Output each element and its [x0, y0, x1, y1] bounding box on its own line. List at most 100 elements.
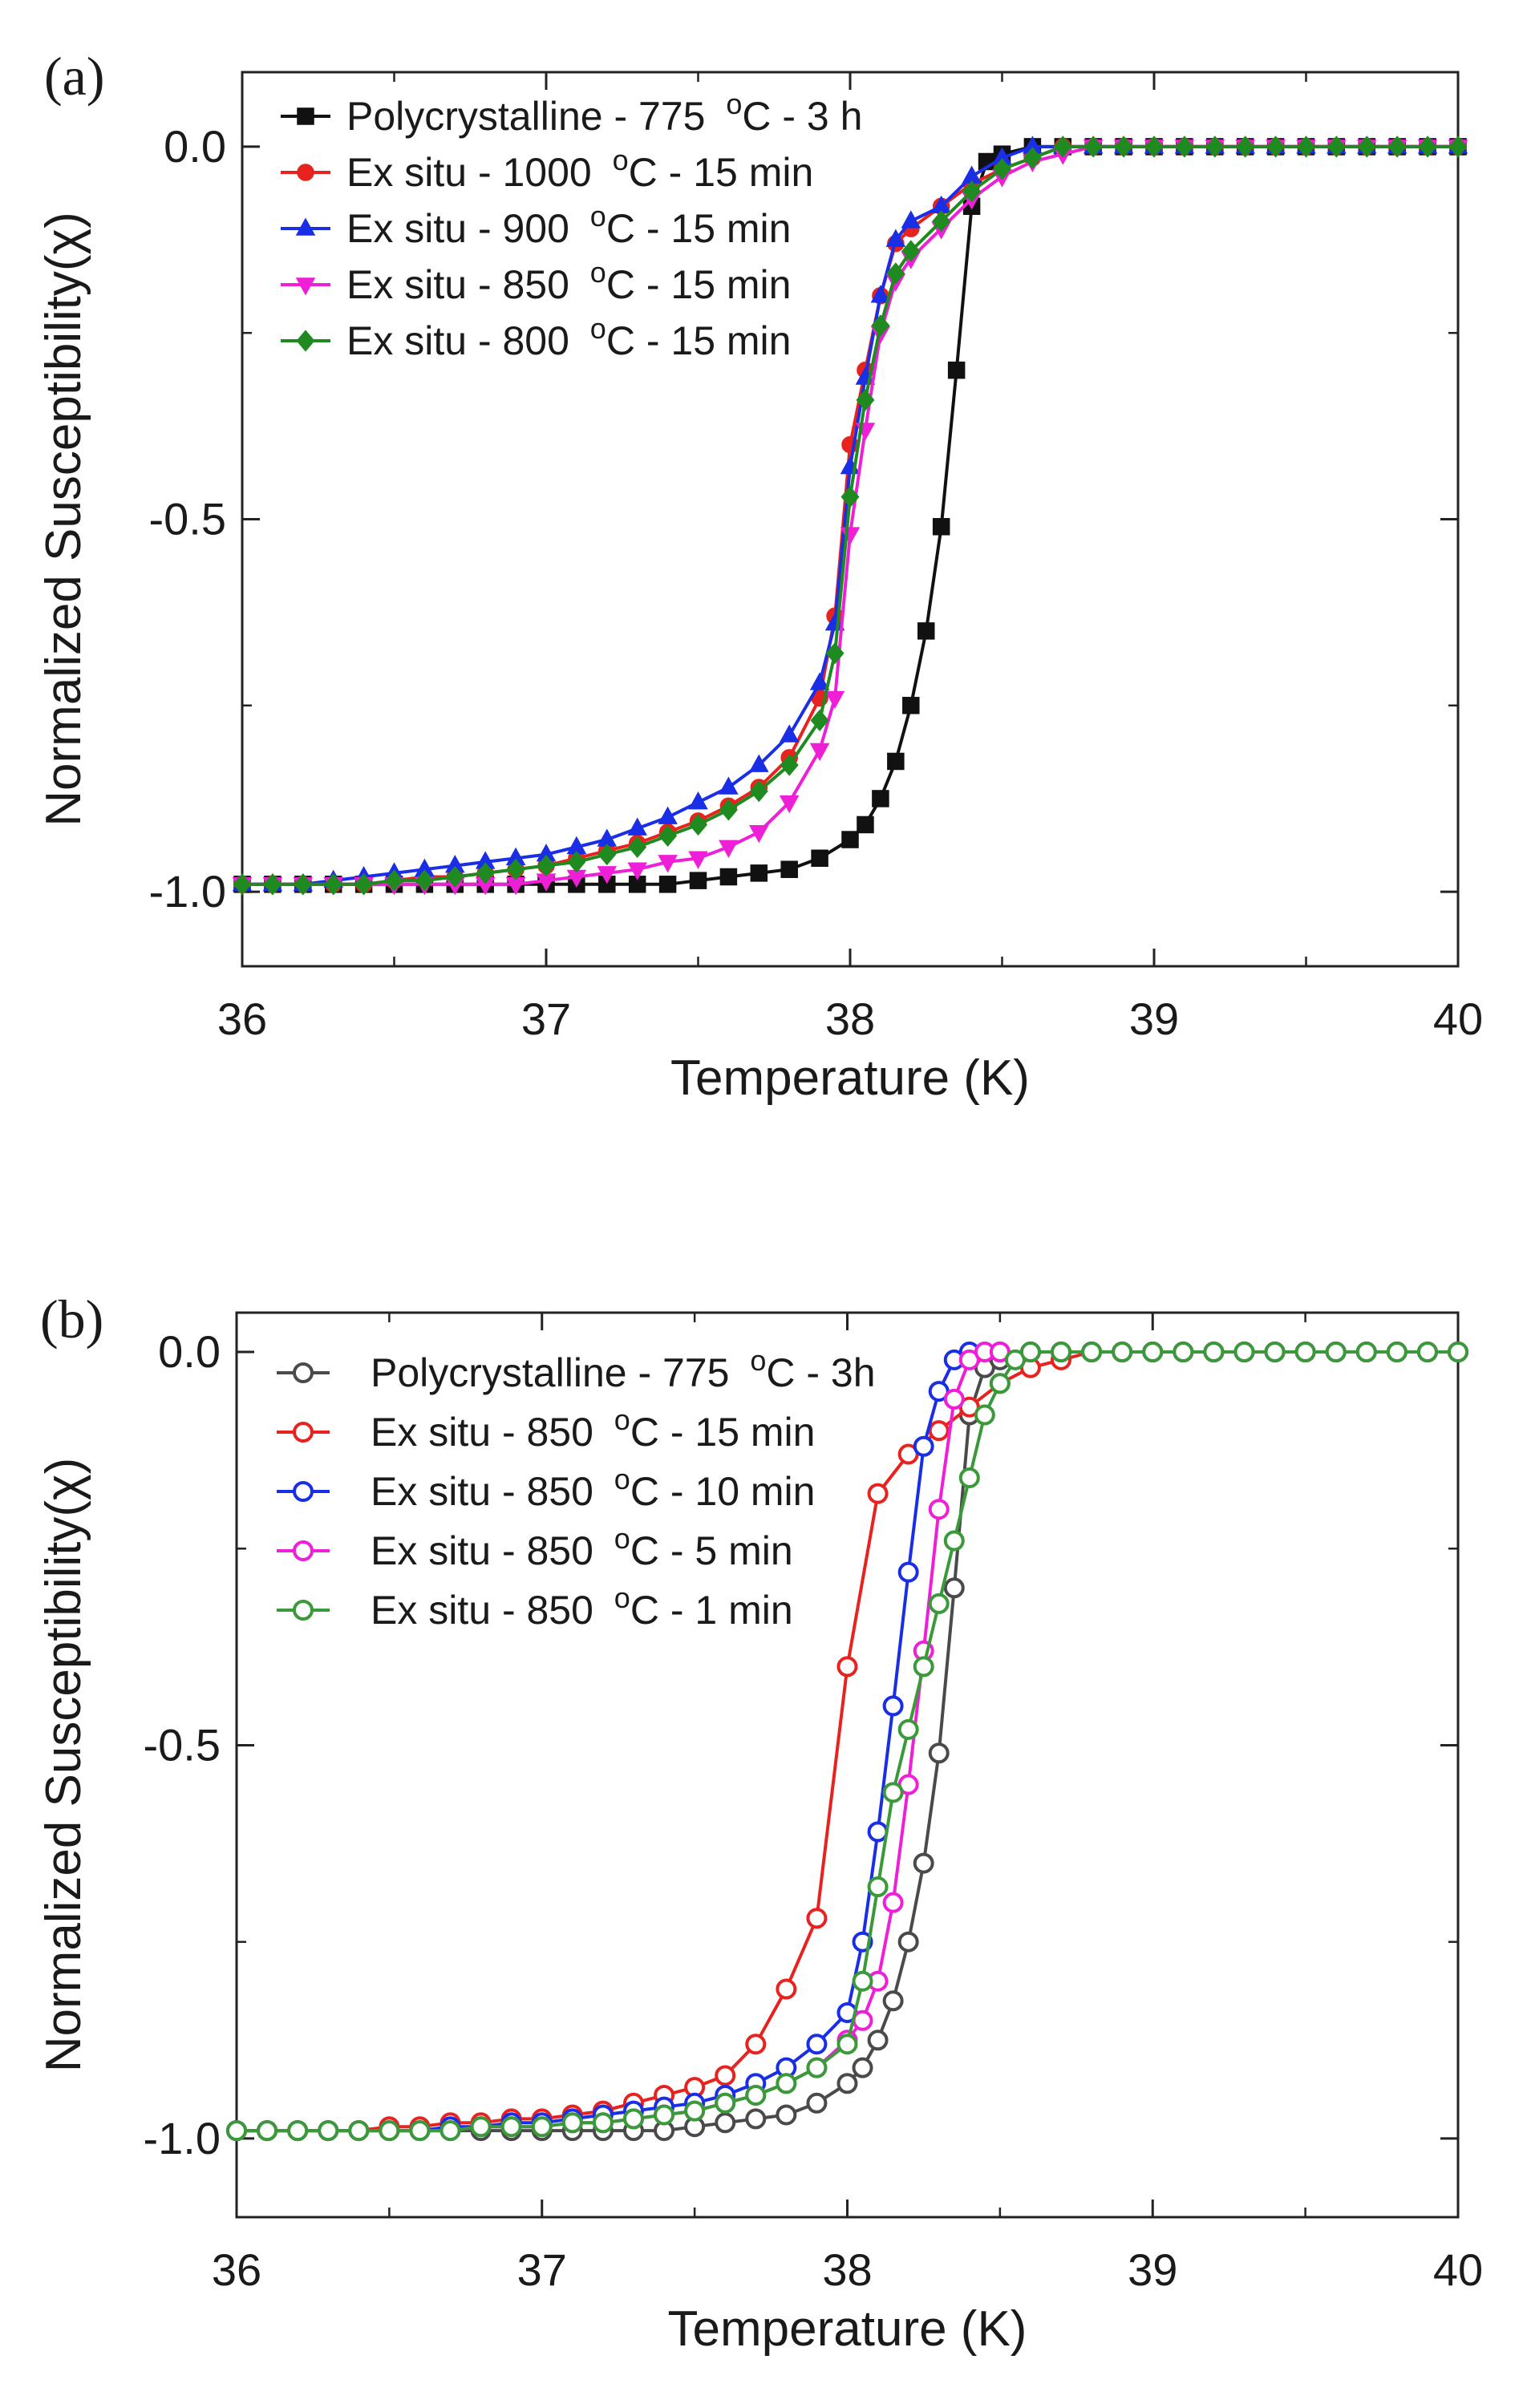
- legend-label: Ex situ - 850 oC - 1 min: [371, 1581, 793, 1633]
- data-point: [1418, 136, 1437, 158]
- x-axis-title: Temperature (K): [670, 1050, 1030, 1106]
- data-point: [439, 2120, 461, 2142]
- x-tick-label: 36: [212, 2244, 261, 2295]
- legend-gap: [771, 94, 782, 139]
- y-tick-label: -0.5: [144, 1719, 221, 1770]
- data-point: [749, 825, 769, 844]
- data-point: [867, 1821, 889, 1843]
- data-point: [567, 851, 586, 873]
- data-point: [897, 1561, 919, 1583]
- data-point: [867, 2030, 889, 2051]
- y-axis-title: Normalized Susceptibility(χ): [36, 212, 91, 826]
- data-point: [688, 791, 708, 810]
- legend-unit-sup: o: [590, 256, 606, 289]
- data-point: [932, 518, 950, 536]
- data-point: [882, 1695, 904, 1717]
- data-point: [226, 2120, 247, 2142]
- data-point: [1355, 1342, 1377, 1363]
- data-point: [897, 1718, 919, 1740]
- data-point: [943, 1530, 965, 1552]
- legend-marker: [297, 107, 314, 125]
- data-point: [719, 799, 738, 821]
- legend-unit: C: [742, 94, 771, 139]
- data-point: [836, 2034, 858, 2055]
- legend-unit-sup: o: [614, 1403, 630, 1436]
- data-point: [354, 873, 374, 896]
- legend-suffix: - 3 h: [782, 94, 862, 139]
- data-point: [806, 2034, 828, 2055]
- data-point: [913, 1435, 934, 1457]
- legend-unit-sup: o: [590, 200, 606, 233]
- data-point: [1266, 136, 1286, 158]
- data-point: [989, 1373, 1011, 1394]
- data-point: [561, 2112, 583, 2134]
- data-point: [974, 1404, 995, 1426]
- data-point: [1327, 136, 1346, 158]
- data-point: [928, 1420, 950, 1442]
- data-point: [750, 864, 768, 882]
- data-point: [836, 2073, 858, 2094]
- data-point: [749, 779, 768, 803]
- legend-marker: [297, 164, 314, 181]
- data-point: [993, 158, 1011, 180]
- data-point: [1386, 1342, 1408, 1363]
- data-point: [1448, 1342, 1468, 1363]
- panel-label: (a): [44, 46, 104, 107]
- data-point: [715, 2065, 736, 2086]
- data-point: [776, 1978, 797, 2000]
- data-point: [776, 2104, 797, 2126]
- legend-name: Ex situ - 1000: [346, 150, 603, 195]
- legend-item: Polycrystalline - 775 oC - 3 h: [281, 87, 862, 139]
- legend-suffix: - 15 min: [646, 206, 792, 251]
- legend: Polycrystalline - 775 oC - 3 hEx situ - …: [281, 87, 862, 363]
- legend-gap: [658, 150, 669, 195]
- data-point: [745, 2034, 767, 2055]
- legend-label: Ex situ - 850 oC - 15 min: [371, 1403, 815, 1455]
- legend-item: Ex situ - 1000 oC - 15 min: [281, 144, 813, 195]
- legend-unit-sup: o: [613, 144, 629, 176]
- data-point: [776, 2073, 797, 2094]
- data-point: [654, 2104, 675, 2126]
- x-tick-label: 38: [822, 2244, 872, 2295]
- data-point: [719, 776, 739, 795]
- data-point: [1416, 1342, 1438, 1363]
- legend-name: Ex situ - 800: [346, 318, 581, 363]
- data-point: [928, 1593, 950, 1614]
- data-point: [294, 873, 313, 896]
- data-point: [871, 314, 890, 337]
- panel-b: 36 37 38 39 40 0.0 -0.5 -1.0 Temperature (K) Norm…: [36, 1289, 1483, 2357]
- data-point: [852, 1970, 873, 1992]
- legend-gap: [659, 1469, 670, 1514]
- data-point: [1294, 1342, 1316, 1363]
- legend-label: Ex situ - 850 oC - 15 min: [346, 256, 791, 307]
- legend-suffix: - 15 min: [670, 1410, 816, 1455]
- data-point: [597, 843, 617, 866]
- data-point: [1173, 1342, 1194, 1363]
- data-point: [531, 2116, 553, 2138]
- legend-item: Ex situ - 850 oC - 1 min: [277, 1581, 793, 1633]
- legend-label: Ex situ - 850 oC - 5 min: [371, 1522, 793, 1573]
- data-point: [882, 1782, 904, 1803]
- x-tick-label: 37: [521, 994, 571, 1044]
- data-point: [1233, 1342, 1255, 1363]
- panel-a: 36 37 38 39 40 0.0 -0.5 -1.0 Temperature (K) Norm…: [36, 46, 1483, 1106]
- data-point: [1023, 147, 1042, 169]
- data-point: [749, 754, 769, 772]
- legend-unit-sup: o: [590, 312, 606, 345]
- data-point: [825, 642, 845, 665]
- data-point: [348, 2120, 370, 2142]
- series-5: [233, 136, 1468, 896]
- legend-item: Ex situ - 850 oC - 15 min: [277, 1403, 815, 1455]
- legend-suffix: - 15 min: [669, 150, 814, 195]
- data-point: [263, 873, 282, 896]
- legend-item: Polycrystalline - 775 oC - 3h: [277, 1344, 876, 1395]
- data-point: [719, 840, 739, 858]
- legend-marker: [295, 277, 316, 296]
- legend-gap: [795, 1350, 806, 1395]
- data-point: [897, 1931, 919, 1953]
- data-point: [809, 743, 830, 762]
- data-point: [658, 824, 678, 848]
- data-point: [857, 815, 874, 834]
- legend-name: Ex situ - 850: [371, 1410, 605, 1455]
